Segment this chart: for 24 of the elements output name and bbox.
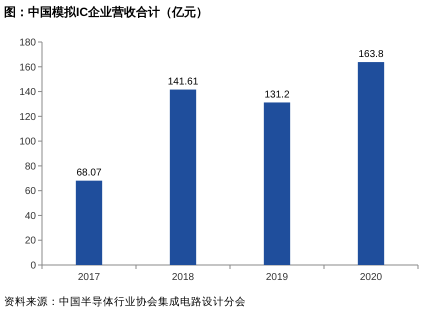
data-label: 131.2 <box>264 89 290 100</box>
y-tick-label: 80 <box>24 161 36 172</box>
y-tick-label: 20 <box>24 236 36 247</box>
x-tick-label: 2019 <box>266 272 289 283</box>
y-tick-label: 160 <box>19 62 36 74</box>
chart-title: 图：中国模拟IC企业营收合计（亿元） <box>4 5 208 19</box>
y-tick-label: 180 <box>19 38 36 48</box>
text: 资料来源：中国半导体行业协会集成电路设计分会 <box>4 295 246 308</box>
y-tick-label: 40 <box>24 210 36 222</box>
y-tick-label: 60 <box>24 186 36 198</box>
x-tick-label: 2018 <box>172 272 195 283</box>
y-tick-label: 120 <box>19 112 36 123</box>
data-label: 141.61 <box>168 76 199 88</box>
bar <box>358 62 384 265</box>
data-label: 68.07 <box>76 168 102 179</box>
bar <box>76 180 102 265</box>
y-tick-label: 0 <box>30 260 36 272</box>
y-tick-label: 140 <box>19 87 36 98</box>
data-label: 163.8 <box>358 49 384 60</box>
bar <box>264 102 290 265</box>
x-tick-label: 2017 <box>78 272 101 283</box>
bar <box>170 90 196 265</box>
y-tick-label: 100 <box>19 136 36 148</box>
x-tick-label: 2020 <box>360 272 383 283</box>
